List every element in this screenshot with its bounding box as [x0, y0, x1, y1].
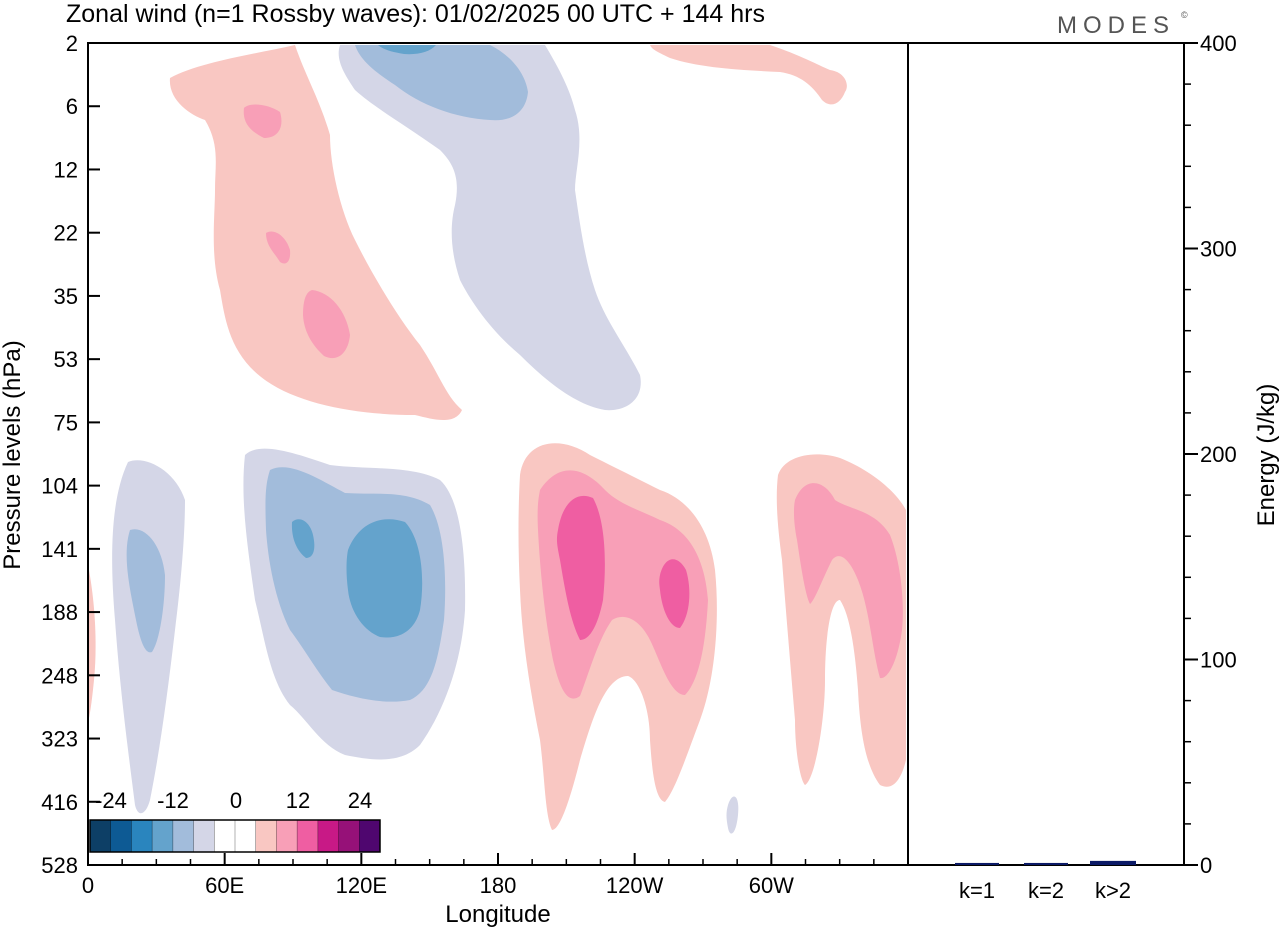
colorbar-label: 12: [286, 788, 310, 813]
colorbar-swatch: [214, 820, 236, 852]
colorbar-swatch: [276, 820, 298, 852]
contour-positive-upper-right: [650, 45, 847, 105]
contour-negative-lower-speck: [726, 796, 739, 834]
y-tick-label: 416: [41, 790, 78, 815]
energy-x-label: k=1: [959, 878, 995, 903]
contour-negative-upper-inner: [355, 45, 528, 121]
energy-panel: 0 100 200 300 400 k=1 k=2 k>2: [907, 31, 1237, 903]
contour-negative-lower-west-inner: [126, 529, 165, 653]
energy-bar: [1090, 860, 1136, 865]
y-tick-label: 323: [41, 727, 78, 752]
y-tick-label: 2: [66, 31, 78, 56]
colorbar-swatch: [317, 820, 340, 852]
x-tick-label: 120W: [606, 873, 664, 898]
x-tick-label: 0: [82, 873, 94, 898]
contour-positive-upper-inner-3: [303, 290, 350, 359]
y-tick-label: 75: [54, 410, 78, 435]
y-axis-title: Pressure levels (hPa): [0, 340, 26, 569]
energy-tick-label: 300: [1200, 237, 1237, 262]
y-tick-label: 22: [54, 221, 78, 246]
colorbar-label: -12: [157, 788, 189, 813]
colorbar-swatch: [131, 820, 153, 852]
colorbar-swatch: [235, 820, 257, 852]
contour-positive-left-edge: [88, 565, 96, 722]
x-axis-title: Longitude: [445, 901, 550, 928]
contour-positive-lower-mid-core-1: [556, 495, 605, 640]
energy-tick-label: 200: [1200, 442, 1237, 467]
modes-logo: MODES: [1057, 12, 1175, 39]
colorbar-swatch: [152, 820, 174, 852]
chart-title: Zonal wind (n=1 Rossby waves): 01/02/202…: [66, 0, 765, 28]
colorbar-swatch: [255, 820, 277, 852]
x-tick-label: 120E: [336, 873, 387, 898]
energy-tick-label: 100: [1200, 648, 1237, 673]
contour-positive-lower-mid-core-2: [659, 559, 690, 628]
colorbar-swatch: [172, 820, 195, 852]
contour-positive-upper-inner-1: [243, 104, 282, 138]
colorbar-label: -24: [95, 788, 127, 813]
y-tick-label: 141: [41, 537, 78, 562]
contour-negative-upper-outer: [338, 45, 641, 411]
contour-negative-lower-central-core: [346, 519, 423, 638]
contour-positive-upper-inner-2: [266, 231, 291, 264]
x-tick-label: 60E: [205, 873, 244, 898]
contour-plot: [87, 42, 909, 866]
colorbar-swatch: [359, 820, 381, 852]
y-axis-pressure: 2 6 12 22 35 53 75 104 141 188 248 323 416 528: [41, 31, 100, 878]
y-tick-label: 35: [54, 284, 78, 309]
y-tick-label: 104: [41, 474, 78, 499]
x-tick-label: 180: [480, 873, 517, 898]
contour-negative-lower-central-small: [291, 519, 315, 558]
energy-bars: [955, 860, 1136, 865]
contour-negative-upper-core: [378, 45, 436, 55]
logo-copyright-mark: ©: [1181, 10, 1188, 20]
energy-bar: [955, 862, 999, 865]
y-tick-label: 188: [41, 600, 78, 625]
y-tick-label: 6: [66, 94, 78, 119]
colorbar: -24 -12 0 12 24: [89, 788, 381, 853]
contour-positive-upper-outer: [169, 45, 462, 420]
x-axis: 0 60E 120E 180 120W 60W: [82, 853, 875, 898]
colorbar-label: 24: [348, 788, 372, 813]
colorbar-swatch: [193, 820, 215, 852]
y-tick-label: 12: [54, 157, 78, 182]
energy-x-label: k=2: [1028, 878, 1064, 903]
x-tick-label: 60W: [749, 873, 794, 898]
y-axis-energy: 0 100 200 300 400: [1184, 31, 1237, 878]
energy-axis-title: Energy (J/kg): [1253, 384, 1280, 527]
energy-bar: [1024, 862, 1068, 865]
colorbar-swatch: [338, 820, 360, 852]
colorbar-swatch: [110, 820, 132, 852]
contour-positive-lower-east-mid: [793, 483, 903, 679]
energy-x-label: k>2: [1095, 878, 1131, 903]
energy-tick-label: 0: [1200, 853, 1212, 878]
energy-tick-label: 400: [1200, 31, 1237, 56]
y-tick-label: 53: [54, 347, 78, 372]
colorbar-swatch: [90, 820, 112, 852]
y-tick-label: 528: [41, 853, 78, 878]
colorbar-swatch: [297, 820, 319, 852]
y-tick-label: 248: [41, 663, 78, 688]
colorbar-label: 0: [230, 788, 242, 813]
energy-x-labels: k=1 k=2 k>2: [959, 878, 1131, 903]
